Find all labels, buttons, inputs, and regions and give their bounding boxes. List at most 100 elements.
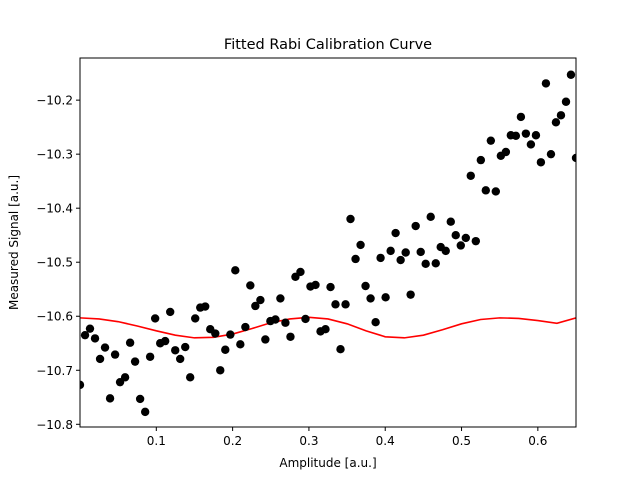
data-point	[251, 301, 260, 311]
data-point	[95, 354, 105, 364]
x-tick-label: 0.3	[299, 434, 318, 448]
data-point	[135, 394, 145, 404]
data-point	[261, 335, 270, 344]
data-point	[331, 300, 340, 309]
data-point	[456, 241, 465, 250]
data-point	[426, 212, 435, 222]
y-tick-label: −10.3	[36, 148, 73, 162]
data-point	[481, 186, 490, 195]
data-point	[546, 149, 556, 159]
data-point	[175, 354, 185, 364]
data-point	[281, 318, 290, 327]
data-point	[191, 314, 200, 323]
data-point	[201, 302, 210, 311]
data-point	[356, 240, 365, 250]
data-point	[80, 380, 85, 390]
data-point	[221, 345, 230, 354]
data-point	[100, 343, 110, 352]
data-point	[140, 407, 150, 417]
data-point	[246, 281, 255, 290]
data-point	[556, 111, 566, 120]
y-tick-label: −10.4	[36, 202, 73, 216]
data-point	[401, 248, 410, 257]
data-point	[541, 79, 551, 88]
data-points-layer	[80, 70, 576, 417]
data-point	[491, 187, 500, 196]
data-point	[166, 307, 175, 317]
data-point	[341, 300, 350, 309]
data-point	[256, 295, 265, 305]
data-point	[486, 136, 496, 145]
x-axis-label: Amplitude [a.u.]	[279, 456, 376, 470]
data-point	[461, 233, 471, 243]
data-point	[231, 266, 240, 275]
data-point	[90, 334, 100, 343]
data-point	[526, 140, 536, 149]
data-point	[431, 259, 440, 268]
data-point	[145, 352, 155, 361]
data-point	[511, 131, 521, 140]
y-tick-label: −10.6	[36, 310, 73, 324]
x-axis-ticks: 0.1 0.2 0.3 0.4 0.5 0.6	[147, 427, 547, 448]
data-point	[406, 290, 415, 299]
y-tick-label: −10.5	[36, 256, 73, 270]
data-point	[336, 345, 345, 354]
data-point	[501, 147, 511, 157]
y-axis-label: Measured Signal [a.u.]	[7, 175, 21, 310]
data-point	[236, 340, 245, 349]
data-point	[120, 373, 130, 382]
data-point	[566, 70, 576, 79]
data-point	[446, 217, 455, 226]
data-point	[391, 228, 400, 238]
data-point	[411, 221, 420, 231]
data-point	[85, 324, 95, 333]
chart-title: Fitted Rabi Calibration Curve	[224, 37, 432, 53]
x-tick-label: 0.6	[528, 434, 547, 448]
x-tick-label: 0.5	[452, 434, 471, 448]
data-point	[80, 330, 90, 340]
data-point	[241, 322, 250, 332]
data-point	[386, 246, 395, 256]
data-point	[286, 332, 295, 341]
fit-curve	[80, 316, 576, 339]
y-tick-label: −10.7	[36, 364, 73, 378]
data-point	[311, 280, 320, 290]
data-point	[110, 350, 120, 359]
x-tick-label: 0.1	[147, 434, 166, 448]
data-point	[160, 336, 170, 346]
data-point	[130, 357, 140, 366]
y-tick-label: −10.2	[36, 94, 73, 108]
data-point	[301, 314, 310, 324]
data-point	[171, 346, 180, 355]
data-point	[531, 131, 541, 140]
data-point	[381, 293, 390, 302]
x-tick-label: 0.2	[223, 434, 242, 448]
data-point	[421, 259, 430, 269]
data-point	[271, 315, 280, 324]
data-point	[226, 330, 235, 339]
data-point	[366, 294, 375, 303]
fit-curve-layer	[80, 316, 576, 339]
data-point	[516, 112, 526, 122]
data-point	[476, 155, 486, 165]
data-point	[351, 254, 360, 264]
data-point	[125, 338, 135, 347]
data-point	[321, 325, 330, 334]
y-axis-ticks: −10.8 −10.7 −10.6 −10.5 −10.4 −10.3 −10.2	[36, 94, 80, 432]
data-point	[105, 394, 115, 403]
data-point	[451, 231, 460, 240]
data-point	[185, 373, 195, 382]
data-point	[521, 129, 531, 138]
data-point	[376, 253, 385, 263]
data-point	[346, 214, 355, 224]
data-point	[181, 342, 190, 352]
data-point	[276, 294, 285, 303]
y-tick-label: −10.8	[36, 418, 73, 432]
data-point	[536, 158, 546, 167]
plot-frame	[79, 57, 577, 428]
data-point	[471, 236, 481, 246]
data-point	[466, 171, 475, 180]
data-point	[551, 118, 561, 127]
data-point	[150, 314, 160, 323]
